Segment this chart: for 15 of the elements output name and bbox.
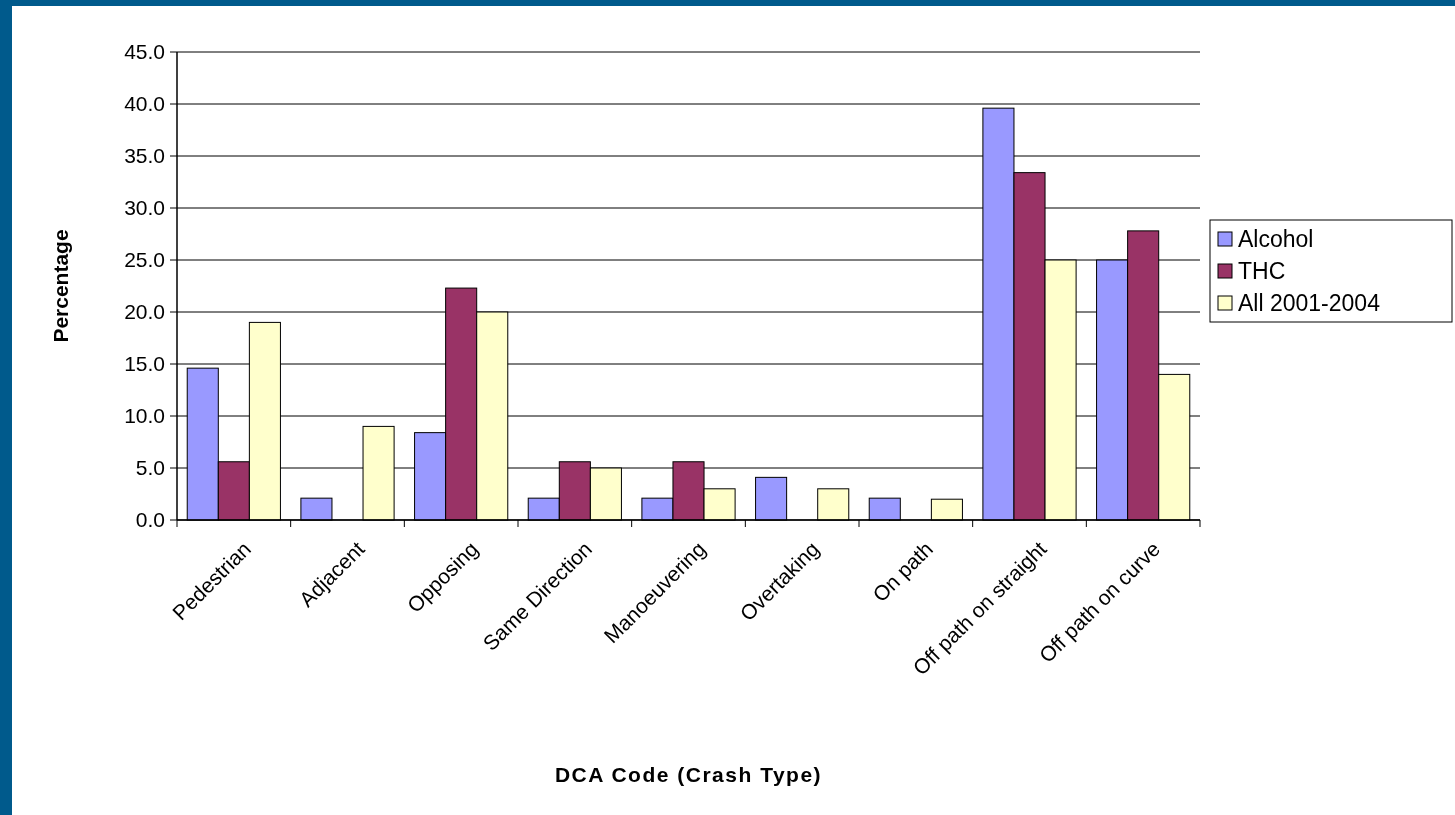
y-tick-label: 0.0 xyxy=(135,508,165,532)
y-tick-label: 45.0 xyxy=(124,40,165,64)
y-tick-label: 5.0 xyxy=(135,456,165,480)
y-tick-label: 10.0 xyxy=(124,404,165,428)
legend-label: Alcohol xyxy=(1238,226,1314,253)
y-tick-label: 15.0 xyxy=(124,352,165,376)
y-tick-label: 25.0 xyxy=(124,248,165,272)
y-tick-label: 40.0 xyxy=(124,92,165,116)
y-tick-label: 30.0 xyxy=(124,196,165,220)
y-axis-title: Percentage xyxy=(49,229,72,343)
x-axis-title: DCA Code (Crash Type) xyxy=(554,763,823,786)
y-tick-label: 35.0 xyxy=(124,144,165,168)
y-tick-label: 20.0 xyxy=(124,300,165,324)
legend-label: THC xyxy=(1238,258,1286,285)
legend-label: All 2001-2004 xyxy=(1238,290,1381,317)
